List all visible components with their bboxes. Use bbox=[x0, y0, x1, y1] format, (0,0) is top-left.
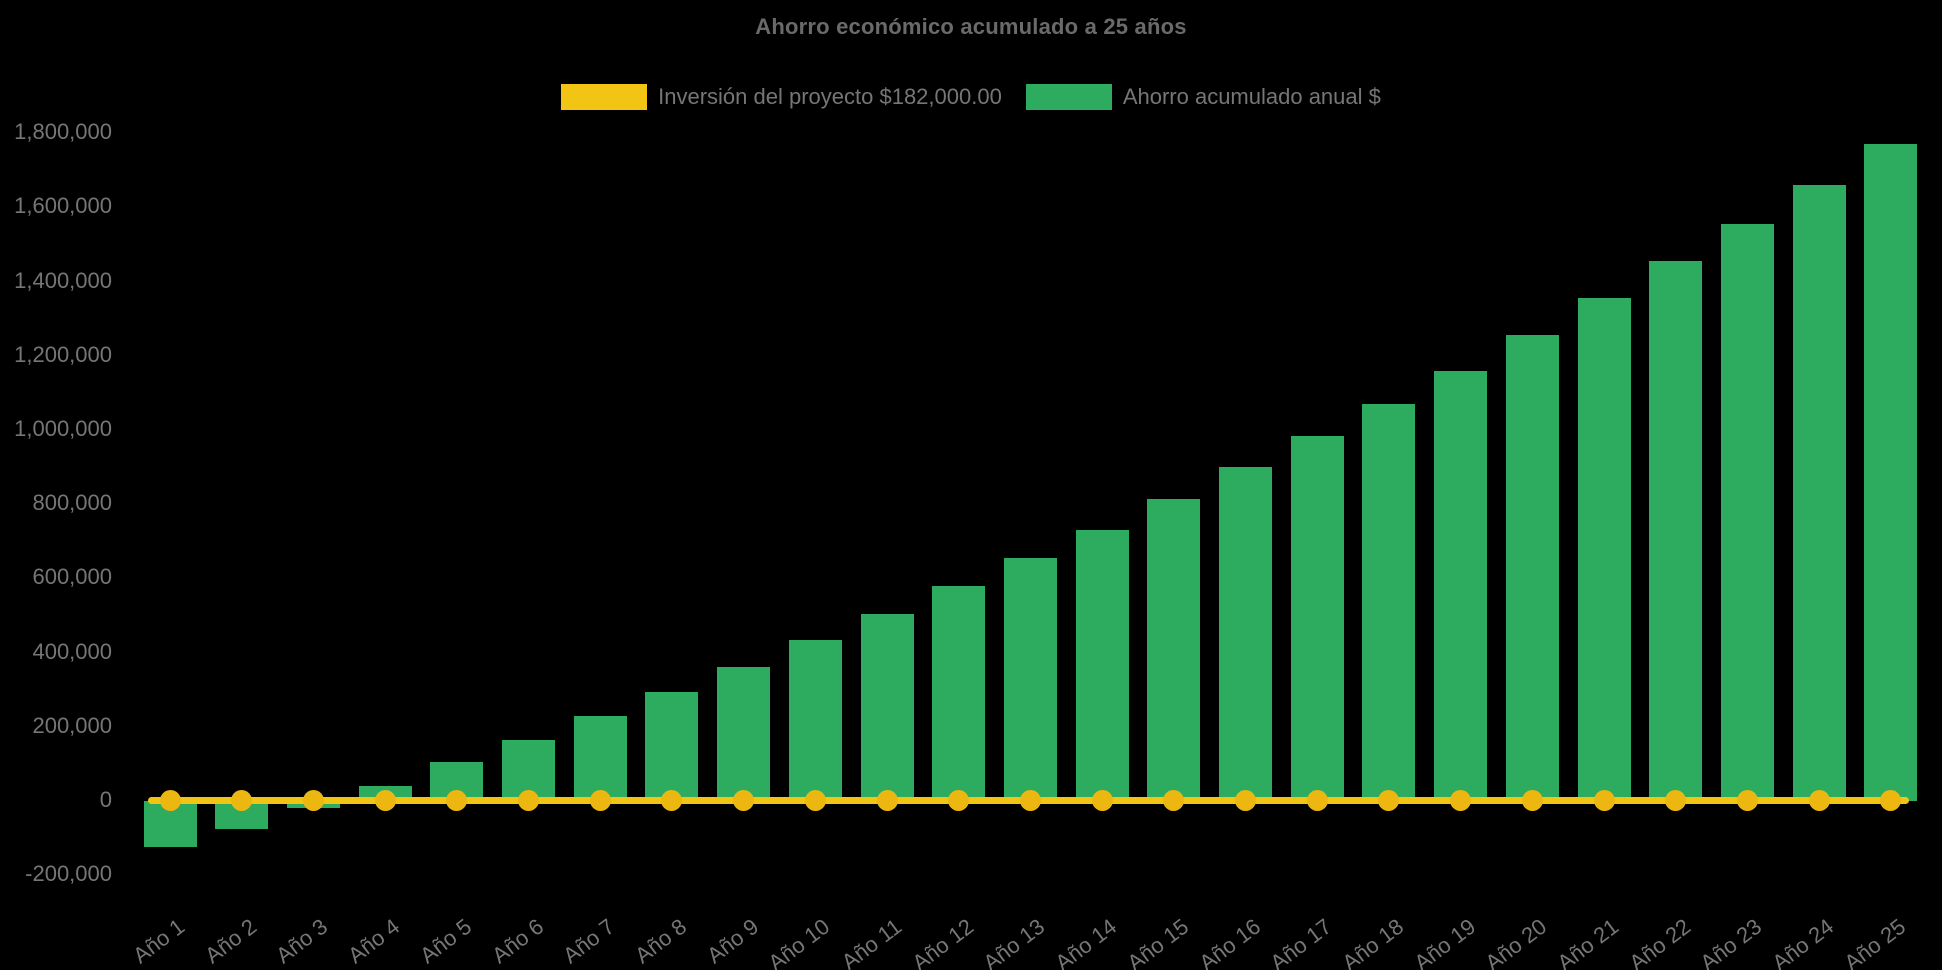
x-tick-label-año-8: Año 8 bbox=[630, 913, 692, 969]
bar-año-22 bbox=[1649, 261, 1703, 801]
line-point-año-6 bbox=[518, 789, 539, 811]
investment-legend-swatch bbox=[561, 84, 648, 110]
line-point-año-17 bbox=[1306, 789, 1328, 811]
x-tick-label-año-18: Año 18 bbox=[1337, 913, 1409, 970]
savings-legend-swatch bbox=[1025, 84, 1112, 110]
bar-año-24 bbox=[1792, 185, 1846, 801]
x-tick-label-año-2: Año 2 bbox=[199, 913, 261, 969]
bar-año-15 bbox=[1147, 498, 1201, 801]
line-point-año-12 bbox=[948, 789, 970, 811]
line-point-año-1 bbox=[159, 789, 181, 811]
y-tick-label-200,000: 200,000 bbox=[32, 712, 112, 738]
bar-año-14 bbox=[1075, 530, 1129, 801]
y-tick-label-1,000,000: 1,000,000 bbox=[14, 416, 112, 441]
chart-legend: Inversión del proyecto $182,000.00 Ahorr… bbox=[0, 84, 1942, 110]
line-point-año-25 bbox=[1880, 789, 1902, 811]
x-tick-label-año-6: Año 6 bbox=[486, 913, 548, 969]
bar-año-8 bbox=[645, 691, 699, 801]
x-tick-label-año-23: Año 23 bbox=[1695, 913, 1767, 970]
line-point-año-22 bbox=[1665, 789, 1687, 811]
y-tick-label-1,400,000: 1,400,000 bbox=[14, 267, 112, 293]
x-tick-label-año-17: Año 17 bbox=[1265, 913, 1337, 970]
line-point-año-15 bbox=[1163, 789, 1185, 811]
line-point-año-8 bbox=[661, 789, 683, 811]
x-tick-label-año-12: Año 12 bbox=[907, 913, 978, 970]
line-point-año-23 bbox=[1736, 789, 1758, 811]
y-tick-label-0: 0 bbox=[99, 787, 112, 812]
x-tick-label-año-22: Año 22 bbox=[1624, 913, 1695, 970]
line-point-año-13 bbox=[1019, 789, 1041, 811]
line-point-año-16 bbox=[1235, 789, 1256, 811]
bar-año-25 bbox=[1864, 144, 1918, 801]
line-point-año-4 bbox=[374, 789, 396, 811]
bar-año-12 bbox=[932, 585, 986, 801]
y-tick-label-600,000: 600,000 bbox=[32, 564, 112, 590]
line-point-año-19 bbox=[1450, 789, 1472, 811]
line-point-año-21 bbox=[1593, 789, 1615, 811]
x-tick-label-año-1: Año 1 bbox=[128, 913, 190, 969]
line-point-año-7 bbox=[589, 789, 611, 811]
bar-año-7 bbox=[573, 715, 627, 801]
line-point-año-24 bbox=[1808, 789, 1830, 811]
chart-title: Ahorro económico acumulado a 25 años bbox=[755, 14, 1187, 39]
bar-año-10 bbox=[788, 639, 842, 801]
investment-legend-label: Inversión del proyecto $182,000.00 bbox=[658, 84, 1002, 109]
y-tick-label--200,000: -200,000 bbox=[25, 861, 112, 887]
x-tick-label-año-15: Año 15 bbox=[1122, 913, 1194, 970]
line-point-año-2 bbox=[231, 789, 253, 811]
y-tick-label-1,200,000: 1,200,000 bbox=[14, 341, 112, 367]
legend-item-savings[interactable]: Ahorro acumulado anual $ bbox=[1025, 84, 1381, 110]
line-point-año-10 bbox=[804, 789, 826, 811]
x-tick-label-año-7: Año 7 bbox=[558, 913, 620, 969]
x-tick-label-año-10: Año 10 bbox=[763, 913, 835, 970]
savings-legend-label: Ahorro acumulado anual $ bbox=[1122, 84, 1381, 109]
line-point-año-3 bbox=[302, 789, 324, 811]
x-tick-label-año-20: Año 20 bbox=[1480, 913, 1552, 970]
bar-año-9 bbox=[717, 667, 771, 801]
bar-año-11 bbox=[860, 613, 914, 801]
x-tick-label-año-4: Año 4 bbox=[343, 913, 405, 969]
x-tick-label-año-24: Año 24 bbox=[1767, 913, 1839, 970]
bar-año-18 bbox=[1362, 404, 1416, 801]
bar-año-19 bbox=[1434, 370, 1488, 801]
line-point-año-5 bbox=[446, 789, 468, 811]
bar-año-21 bbox=[1577, 298, 1631, 801]
line-point-año-11 bbox=[876, 789, 898, 811]
x-tick-label-año-21: Año 21 bbox=[1552, 913, 1624, 970]
bar-año-23 bbox=[1720, 224, 1774, 801]
x-tick-label-año-13: Año 13 bbox=[978, 913, 1050, 970]
x-tick-label-año-16: Año 16 bbox=[1193, 913, 1265, 970]
line-point-año-20 bbox=[1521, 789, 1543, 811]
x-tick-label-año-5: Año 5 bbox=[415, 913, 477, 969]
line-point-año-18 bbox=[1378, 789, 1400, 811]
y-tick-label-800,000: 800,000 bbox=[32, 490, 112, 516]
x-tick-label-año-11: Año 11 bbox=[836, 913, 907, 970]
y-tick-label-1,800,000: 1,800,000 bbox=[14, 119, 112, 145]
y-tick-label-1,600,000: 1,600,000 bbox=[14, 193, 112, 219]
x-tick-label-año-14: Año 14 bbox=[1050, 913, 1122, 970]
bar-año-16 bbox=[1219, 467, 1272, 801]
x-tick-label-año-25: Año 25 bbox=[1839, 913, 1911, 970]
x-tick-label-año-19: Año 19 bbox=[1409, 913, 1480, 970]
bar-año-20 bbox=[1505, 335, 1559, 801]
line-point-año-14 bbox=[1091, 789, 1113, 811]
line-point-año-9 bbox=[733, 789, 755, 811]
x-tick-label-año-9: Año 9 bbox=[701, 913, 763, 969]
legend-item-investment[interactable]: Inversión del proyecto $182,000.00 bbox=[561, 84, 1002, 110]
y-tick-label-400,000: 400,000 bbox=[32, 638, 112, 664]
bar-año-13 bbox=[1003, 557, 1057, 801]
bar-año-17 bbox=[1290, 435, 1344, 801]
x-tick-label-año-3: Año 3 bbox=[271, 913, 333, 969]
